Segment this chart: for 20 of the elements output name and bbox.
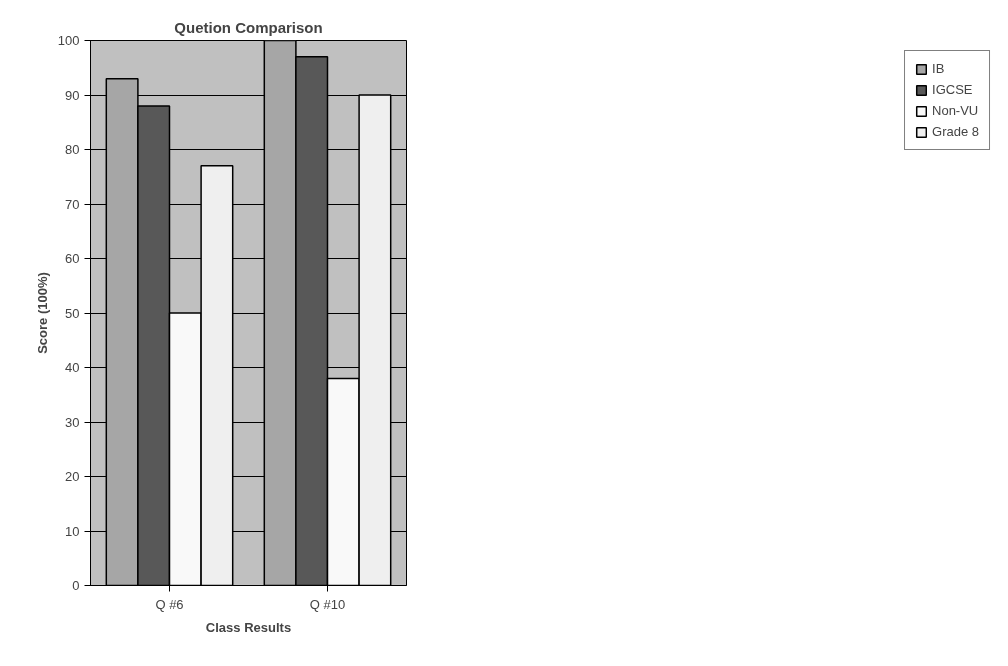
x-axis-title: Class Results — [205, 619, 292, 635]
legend-label: IGCSE — [932, 82, 973, 97]
y-axis-title: Score (100%) — [34, 272, 50, 354]
y-tick-label: 40 — [65, 360, 80, 375]
y-tick-label: 50 — [65, 305, 80, 321]
y-tick-label: 0 — [72, 578, 80, 593]
x-tick-label: Q #6 — [155, 596, 184, 612]
y-tick-label: 20 — [65, 469, 80, 484]
x-tick-label: Q #10 — [309, 596, 346, 612]
y-tick-label: 100 — [57, 33, 80, 48]
chart-title: Quetion Comparison — [174, 18, 323, 36]
legend-label: Non-VU — [932, 103, 979, 118]
legend-label: IB — [932, 61, 946, 76]
y-tick-label: 30 — [65, 414, 80, 430]
y-tick-label: 80 — [65, 142, 80, 157]
y-tick-label: 10 — [65, 523, 80, 539]
y-tick-label: 90 — [65, 87, 80, 103]
legend-label: Grade 8 — [932, 124, 979, 139]
y-tick-label: 60 — [65, 251, 80, 266]
y-tick-label: 70 — [65, 196, 80, 212]
